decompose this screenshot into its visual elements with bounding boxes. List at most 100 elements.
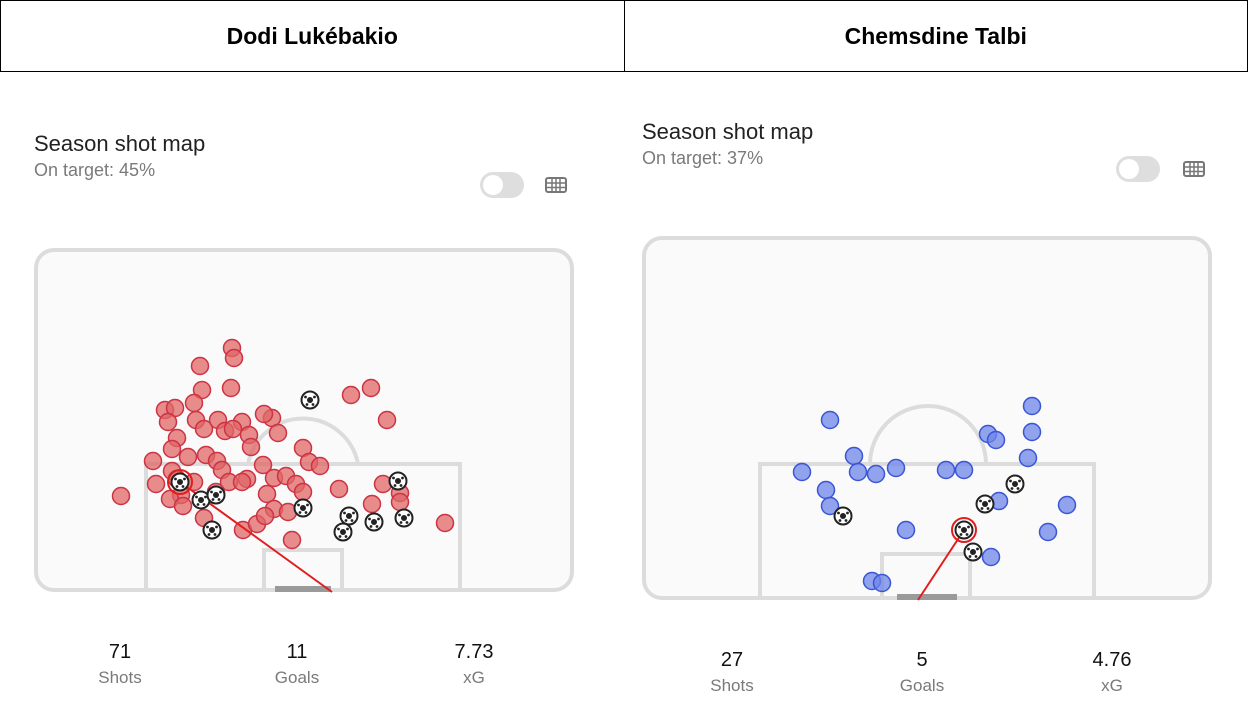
shot-marker[interactable] (1057, 495, 1077, 515)
shot-marker[interactable] (282, 530, 302, 550)
goal-ball-marker[interactable] (388, 471, 408, 491)
shot-map-pitch (34, 248, 574, 593)
card-title: Season shot map (34, 131, 206, 156)
shot-marker[interactable] (362, 494, 382, 514)
shot-marker[interactable] (224, 348, 244, 368)
stat-value: 71 (108, 641, 132, 663)
shot-marker[interactable] (190, 356, 210, 376)
shot-marker[interactable] (232, 472, 252, 492)
shot-marker[interactable] (146, 474, 166, 494)
goal-ball-marker[interactable] (1005, 474, 1025, 494)
comparison-header: Dodi Lukébakio Chemsdine Talbi (0, 0, 1248, 72)
goal-ball-marker[interactable] (339, 506, 359, 526)
shot-marker[interactable] (1022, 396, 1042, 416)
shot-marker[interactable] (173, 496, 193, 516)
view-toggle[interactable] (480, 172, 524, 198)
shot-marker[interactable] (253, 455, 273, 475)
shot-marker[interactable] (792, 462, 812, 482)
goal-box (262, 548, 344, 590)
shot-marker[interactable] (377, 410, 397, 430)
view-toggle[interactable] (1116, 156, 1160, 182)
shot-marker[interactable] (361, 378, 381, 398)
stat-value: 11 (286, 641, 308, 663)
shot-marker[interactable] (329, 479, 349, 499)
shot-marker[interactable] (954, 460, 974, 480)
stat-xg: 4.76 xG (1052, 646, 1172, 698)
shot-marker[interactable] (872, 573, 892, 593)
goal-ball-marker[interactable] (300, 390, 320, 410)
shot-marker[interactable] (162, 439, 182, 459)
shot-marker[interactable] (184, 393, 204, 413)
penalty-box (758, 462, 1096, 598)
goal-net-icon[interactable] (1182, 160, 1206, 178)
shot-marker[interactable] (111, 486, 131, 506)
player-name-right: Chemsdine Talbi (623, 1, 1248, 71)
goal-ball-marker[interactable] (394, 508, 414, 528)
shot-marker[interactable] (341, 385, 361, 405)
shot-marker[interactable] (1022, 422, 1042, 442)
stat-value: 4.76 (1092, 649, 1132, 671)
stat-shots: 27 Shots (672, 646, 792, 698)
goal-ball-marker[interactable] (202, 520, 222, 540)
shot-map-card-left: Season shot map On target: 45% 71 Shots … (34, 130, 574, 687)
stat-goals: 5 Goals (862, 646, 982, 698)
shot-marker[interactable] (293, 482, 313, 502)
goal-ball-marker[interactable] (963, 542, 983, 562)
stat-label: Goals (274, 668, 320, 687)
shot-marker[interactable] (254, 404, 274, 424)
shot-marker[interactable] (1018, 448, 1038, 468)
shot-map-card-right: Season shot map On target: 37% 27 Shots … (642, 118, 1214, 695)
shot-marker[interactable] (221, 378, 241, 398)
goal-mouth (275, 586, 331, 592)
shot-marker[interactable] (820, 410, 840, 430)
goal-net-icon[interactable] (544, 176, 568, 194)
shot-marker[interactable] (816, 480, 836, 500)
shot-marker[interactable] (848, 462, 868, 482)
shot-marker[interactable] (936, 460, 956, 480)
goal-ball-marker[interactable] (954, 520, 974, 540)
shot-marker[interactable] (896, 520, 916, 540)
stat-value: 27 (720, 649, 744, 671)
goal-ball-marker[interactable] (333, 522, 353, 542)
shot-marker[interactable] (986, 430, 1006, 450)
shot-marker[interactable] (844, 446, 864, 466)
shot-marker[interactable] (241, 437, 261, 457)
stat-value: 5 (916, 649, 928, 671)
stat-label: Shots (98, 668, 142, 687)
player-name-left: Dodi Lukébakio (226, 22, 398, 49)
shot-marker[interactable] (866, 464, 886, 484)
shot-marker[interactable] (1038, 522, 1058, 542)
shot-marker[interactable] (390, 492, 410, 512)
shot-marker[interactable] (268, 423, 288, 443)
goal-ball-marker[interactable] (833, 506, 853, 526)
shot-marker[interactable] (981, 547, 1001, 567)
shot-marker[interactable] (194, 419, 214, 439)
goal-ball-marker[interactable] (975, 494, 995, 514)
stat-xg: 7.73 xG (414, 638, 534, 690)
shot-marker[interactable] (310, 456, 330, 476)
stat-label: Shots (710, 676, 754, 695)
shot-marker[interactable] (373, 474, 393, 494)
shot-marker[interactable] (820, 496, 840, 516)
shot-trajectory-line (917, 529, 965, 601)
stats-row: 71 Shots 11 Goals 7.73 xG (60, 638, 534, 690)
shot-marker[interactable] (178, 447, 198, 467)
shot-marker[interactable] (255, 506, 275, 526)
on-target-text: On target: 45% (34, 160, 156, 180)
shot-marker[interactable] (223, 419, 243, 439)
goal-ball-marker[interactable] (293, 498, 313, 518)
shot-marker[interactable] (158, 412, 178, 432)
goal-ball-marker[interactable] (170, 472, 190, 492)
selected-shot-ring (167, 469, 193, 495)
stats-row: 27 Shots 5 Goals 4.76 xG (672, 646, 1172, 698)
shot-marker[interactable] (257, 484, 277, 504)
goal-ball-marker[interactable] (206, 485, 226, 505)
shot-marker[interactable] (143, 451, 163, 471)
shot-marker[interactable] (435, 513, 455, 533)
shot-marker[interactable] (886, 458, 906, 478)
goal-mouth (897, 594, 957, 600)
stat-label: xG (1101, 676, 1123, 695)
goal-ball-marker[interactable] (364, 512, 384, 532)
shot-map-pitch (642, 236, 1212, 601)
toggle-knob (483, 175, 503, 195)
